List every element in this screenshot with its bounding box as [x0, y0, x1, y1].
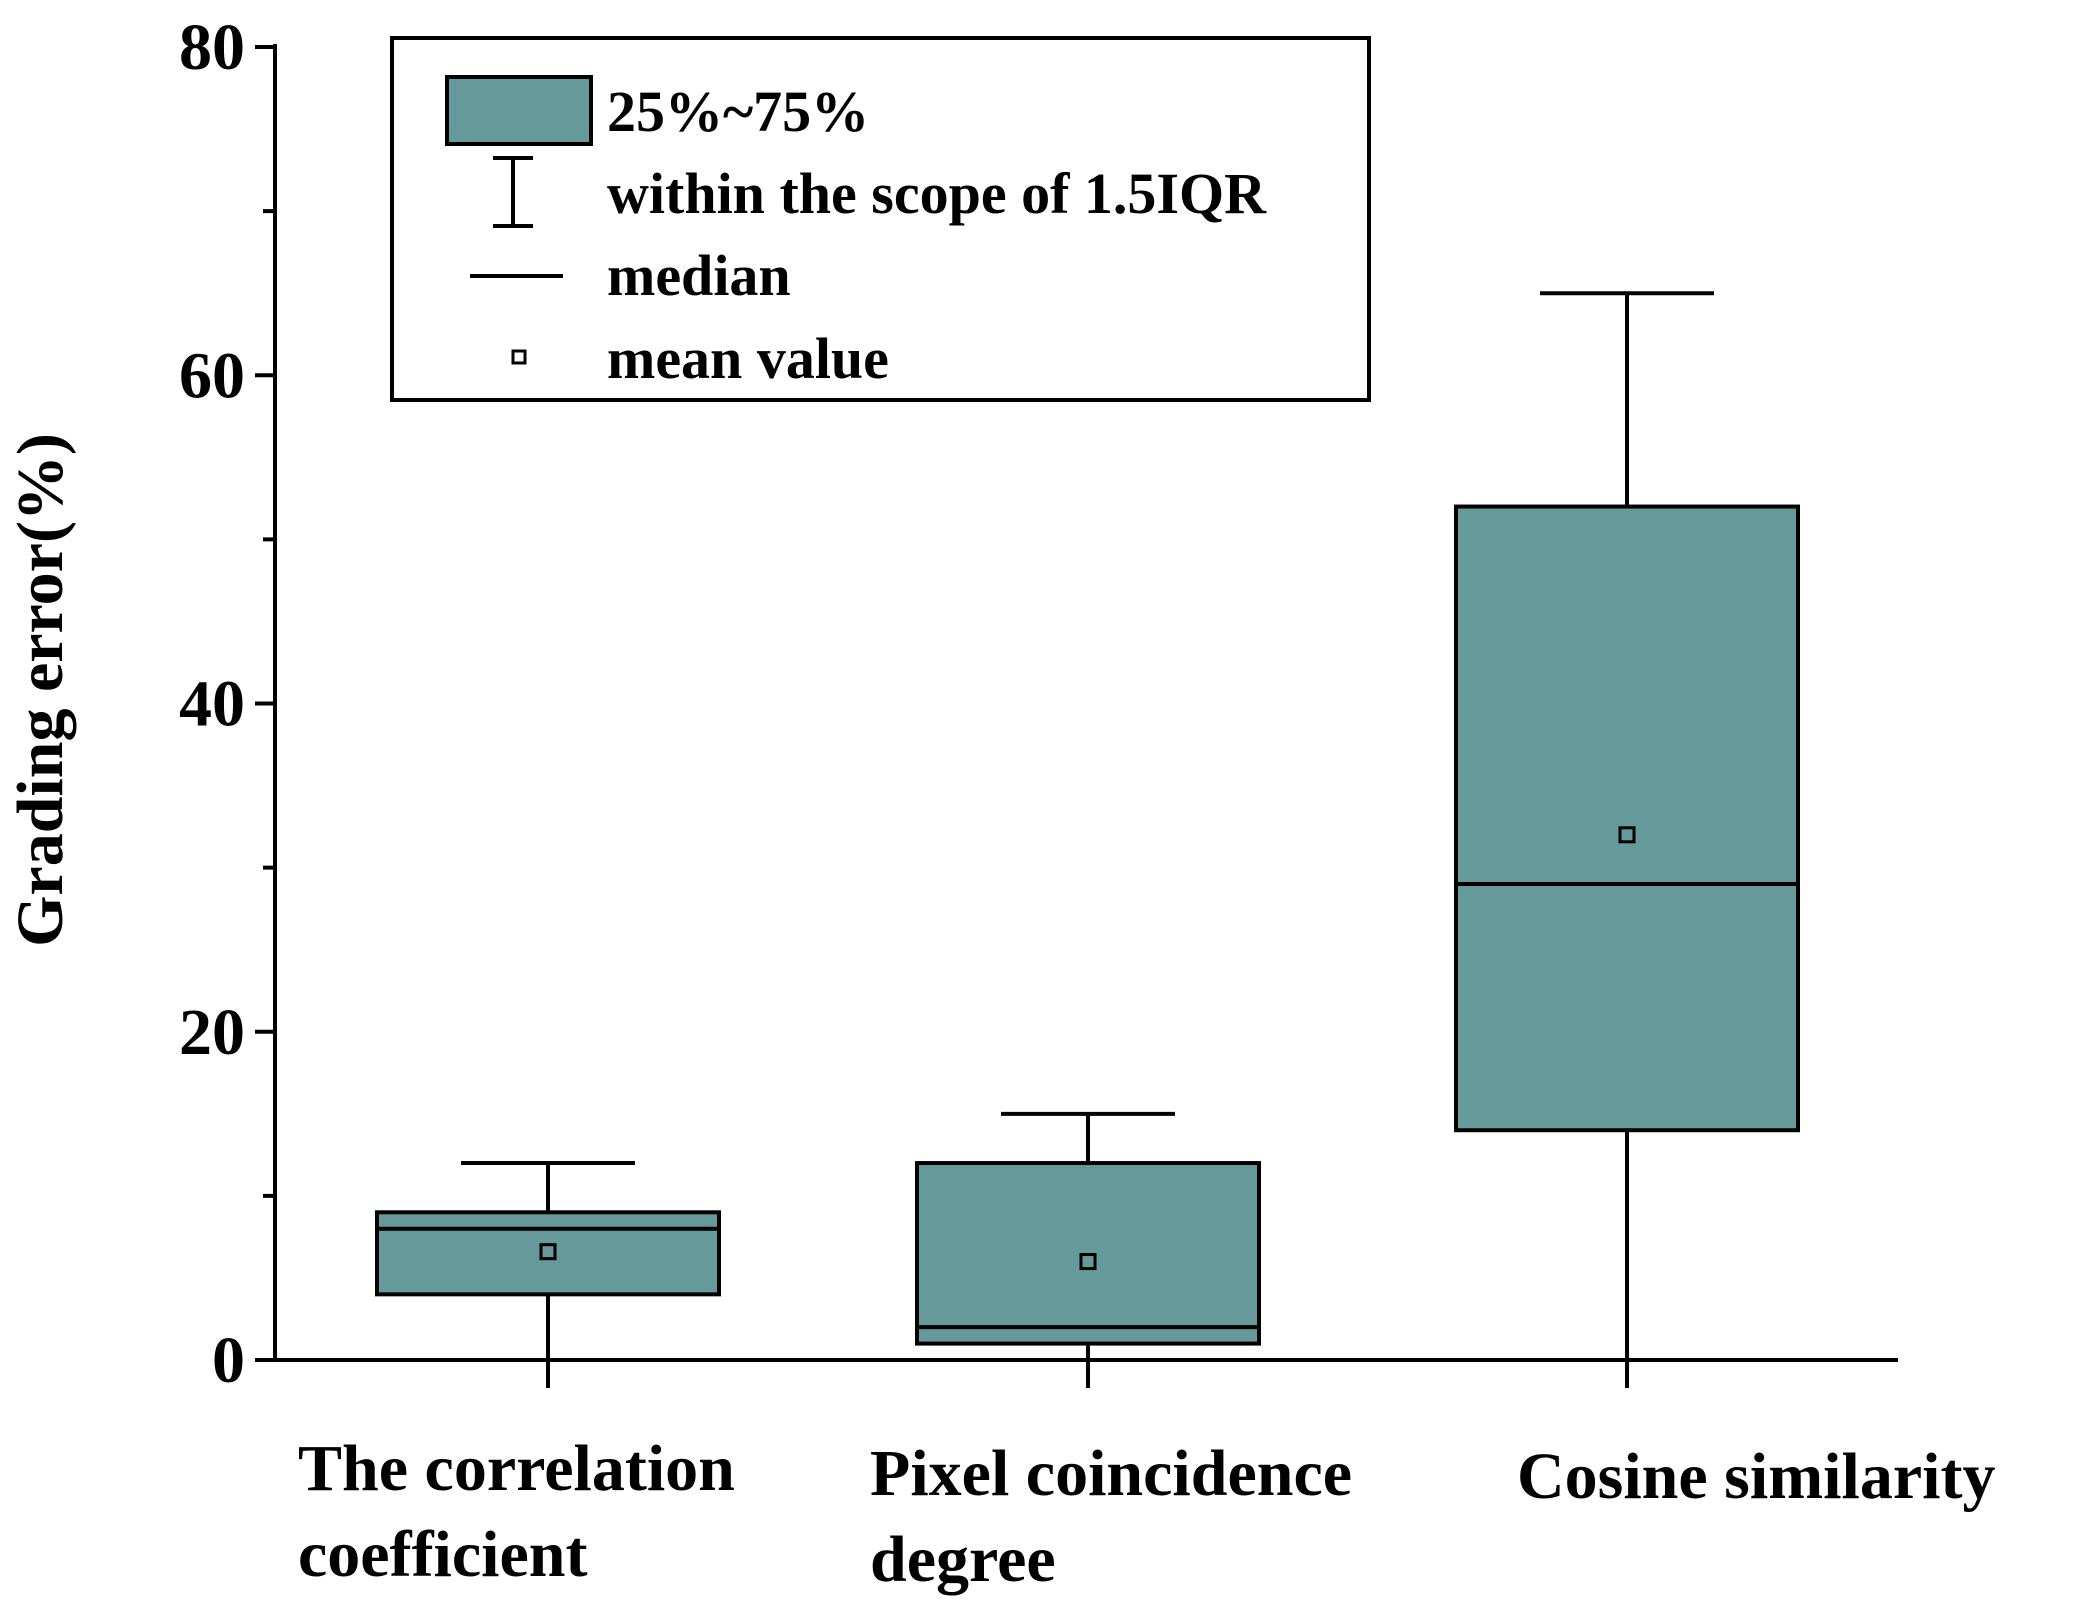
mean-marker — [1079, 1253, 1097, 1271]
legend-mean-symbol — [511, 349, 527, 365]
box-iqr — [1454, 504, 1800, 1133]
legend-whisker-symbol — [493, 156, 533, 228]
mean-marker — [1618, 826, 1636, 844]
y-tick-label: 20 — [179, 996, 245, 1069]
y-tick-label: 60 — [179, 339, 245, 412]
plot-area — [375, 291, 1800, 1388]
y-tick-label: 80 — [179, 11, 245, 84]
legend-median-label: median — [607, 243, 791, 308]
y-tick-label: 40 — [179, 668, 245, 741]
x-category-label: Pixel coincidence — [870, 1437, 1352, 1510]
x-category-label: degree — [870, 1523, 1056, 1596]
mean-marker — [539, 1243, 557, 1261]
legend-mean-label: mean value — [607, 326, 889, 391]
x-category-label: coefficient — [298, 1518, 588, 1591]
legend-whisker-label: within the scope of 1.5IQR — [607, 161, 1267, 226]
x-category-label: Cosine similarity — [1517, 1440, 1995, 1513]
legend-box-label: 25%~75% — [607, 79, 869, 144]
y-tick-label: 0 — [212, 1324, 245, 1397]
box-iqr — [375, 1210, 721, 1297]
legend: 25%~75% within the scope of 1.5IQR media… — [390, 36, 1371, 402]
x-category-label: The correlation — [298, 1432, 735, 1505]
y-axis-title: Grading error(%) — [4, 433, 77, 947]
legend-box-swatch — [445, 75, 593, 146]
axes: Grading error(%) 0 20 40 60 80 The correlatio… — [4, 11, 1995, 1596]
